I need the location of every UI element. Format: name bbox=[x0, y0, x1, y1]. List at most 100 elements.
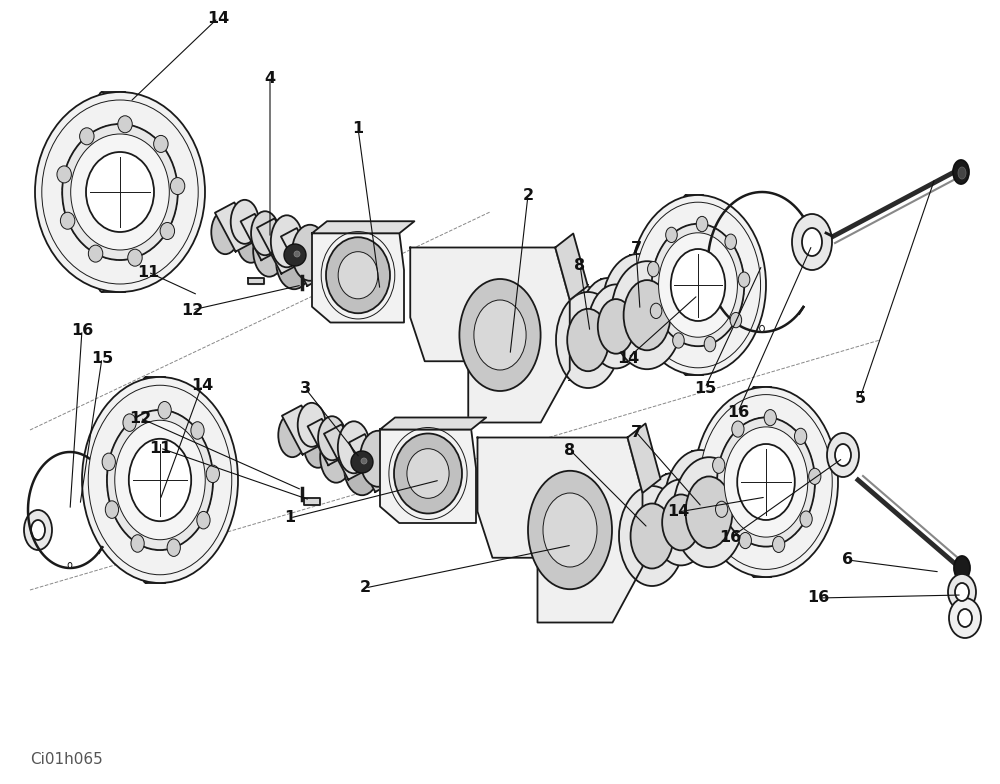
Ellipse shape bbox=[318, 416, 346, 460]
Ellipse shape bbox=[949, 598, 981, 638]
Ellipse shape bbox=[35, 92, 205, 292]
Ellipse shape bbox=[773, 536, 785, 553]
Polygon shape bbox=[380, 430, 476, 523]
Ellipse shape bbox=[128, 249, 142, 267]
Polygon shape bbox=[410, 248, 570, 423]
Text: 11: 11 bbox=[137, 264, 159, 280]
Text: 4: 4 bbox=[264, 71, 276, 85]
Ellipse shape bbox=[744, 387, 764, 577]
Text: 2: 2 bbox=[522, 187, 534, 202]
Text: 6: 6 bbox=[842, 553, 854, 568]
Ellipse shape bbox=[80, 128, 94, 145]
Ellipse shape bbox=[955, 583, 969, 601]
Ellipse shape bbox=[253, 225, 285, 277]
Ellipse shape bbox=[609, 478, 675, 578]
Text: 15: 15 bbox=[694, 380, 716, 395]
Polygon shape bbox=[628, 423, 660, 493]
Ellipse shape bbox=[237, 219, 265, 263]
Ellipse shape bbox=[304, 424, 332, 468]
Ellipse shape bbox=[206, 465, 219, 483]
Ellipse shape bbox=[278, 413, 306, 457]
Text: 16: 16 bbox=[719, 531, 741, 546]
Ellipse shape bbox=[251, 211, 279, 256]
Ellipse shape bbox=[737, 444, 795, 520]
Ellipse shape bbox=[664, 450, 736, 560]
Ellipse shape bbox=[115, 420, 205, 539]
Ellipse shape bbox=[361, 458, 367, 464]
Ellipse shape bbox=[326, 238, 390, 314]
Ellipse shape bbox=[800, 511, 812, 527]
Text: 8: 8 bbox=[564, 442, 576, 458]
Ellipse shape bbox=[129, 439, 191, 521]
Ellipse shape bbox=[294, 251, 300, 257]
Ellipse shape bbox=[717, 417, 815, 546]
Ellipse shape bbox=[760, 325, 764, 332]
Ellipse shape bbox=[611, 261, 683, 369]
Ellipse shape bbox=[60, 212, 75, 229]
Ellipse shape bbox=[673, 333, 684, 348]
Text: 1: 1 bbox=[352, 121, 364, 136]
Ellipse shape bbox=[556, 292, 620, 388]
Ellipse shape bbox=[630, 195, 766, 375]
Text: 14: 14 bbox=[207, 10, 229, 26]
Ellipse shape bbox=[673, 457, 745, 567]
Ellipse shape bbox=[90, 92, 114, 292]
Ellipse shape bbox=[118, 116, 132, 132]
Ellipse shape bbox=[659, 233, 737, 337]
Polygon shape bbox=[282, 405, 322, 455]
Ellipse shape bbox=[666, 227, 677, 242]
Ellipse shape bbox=[31, 520, 45, 540]
Ellipse shape bbox=[407, 448, 449, 499]
Ellipse shape bbox=[298, 403, 326, 447]
Ellipse shape bbox=[764, 409, 776, 426]
Ellipse shape bbox=[676, 195, 696, 375]
Ellipse shape bbox=[652, 223, 744, 347]
Ellipse shape bbox=[394, 434, 462, 514]
Polygon shape bbox=[312, 234, 404, 322]
Text: Ci01h065: Ci01h065 bbox=[30, 753, 103, 768]
Text: 7: 7 bbox=[630, 424, 642, 440]
Ellipse shape bbox=[338, 252, 378, 299]
Ellipse shape bbox=[107, 410, 213, 550]
Ellipse shape bbox=[68, 562, 72, 568]
Ellipse shape bbox=[528, 471, 612, 590]
Ellipse shape bbox=[62, 124, 178, 260]
Polygon shape bbox=[349, 434, 391, 492]
Polygon shape bbox=[281, 228, 323, 286]
Text: 16: 16 bbox=[71, 322, 93, 337]
Text: 12: 12 bbox=[181, 303, 203, 318]
Text: 15: 15 bbox=[91, 350, 113, 365]
Polygon shape bbox=[380, 418, 486, 430]
Ellipse shape bbox=[71, 134, 169, 250]
Ellipse shape bbox=[700, 394, 832, 569]
Ellipse shape bbox=[716, 501, 728, 517]
Ellipse shape bbox=[24, 510, 52, 550]
Text: 5: 5 bbox=[854, 390, 866, 405]
Ellipse shape bbox=[284, 244, 306, 266]
Ellipse shape bbox=[644, 473, 702, 559]
Ellipse shape bbox=[543, 493, 597, 567]
Ellipse shape bbox=[42, 100, 198, 284]
Text: 14: 14 bbox=[617, 350, 639, 365]
Ellipse shape bbox=[459, 279, 541, 391]
Ellipse shape bbox=[650, 303, 662, 318]
Polygon shape bbox=[304, 498, 320, 505]
Ellipse shape bbox=[191, 422, 204, 439]
Ellipse shape bbox=[624, 280, 670, 350]
Text: 2: 2 bbox=[359, 580, 371, 596]
Ellipse shape bbox=[351, 451, 373, 473]
Ellipse shape bbox=[123, 414, 136, 431]
Ellipse shape bbox=[953, 160, 969, 184]
Ellipse shape bbox=[792, 214, 832, 270]
Ellipse shape bbox=[694, 387, 838, 577]
Ellipse shape bbox=[738, 272, 750, 287]
Text: 3: 3 bbox=[299, 380, 311, 395]
Ellipse shape bbox=[154, 136, 168, 152]
Polygon shape bbox=[308, 419, 342, 465]
Ellipse shape bbox=[732, 421, 744, 437]
Polygon shape bbox=[257, 219, 299, 274]
Ellipse shape bbox=[102, 453, 115, 470]
Ellipse shape bbox=[704, 336, 716, 352]
Ellipse shape bbox=[131, 535, 144, 552]
Polygon shape bbox=[324, 424, 366, 480]
